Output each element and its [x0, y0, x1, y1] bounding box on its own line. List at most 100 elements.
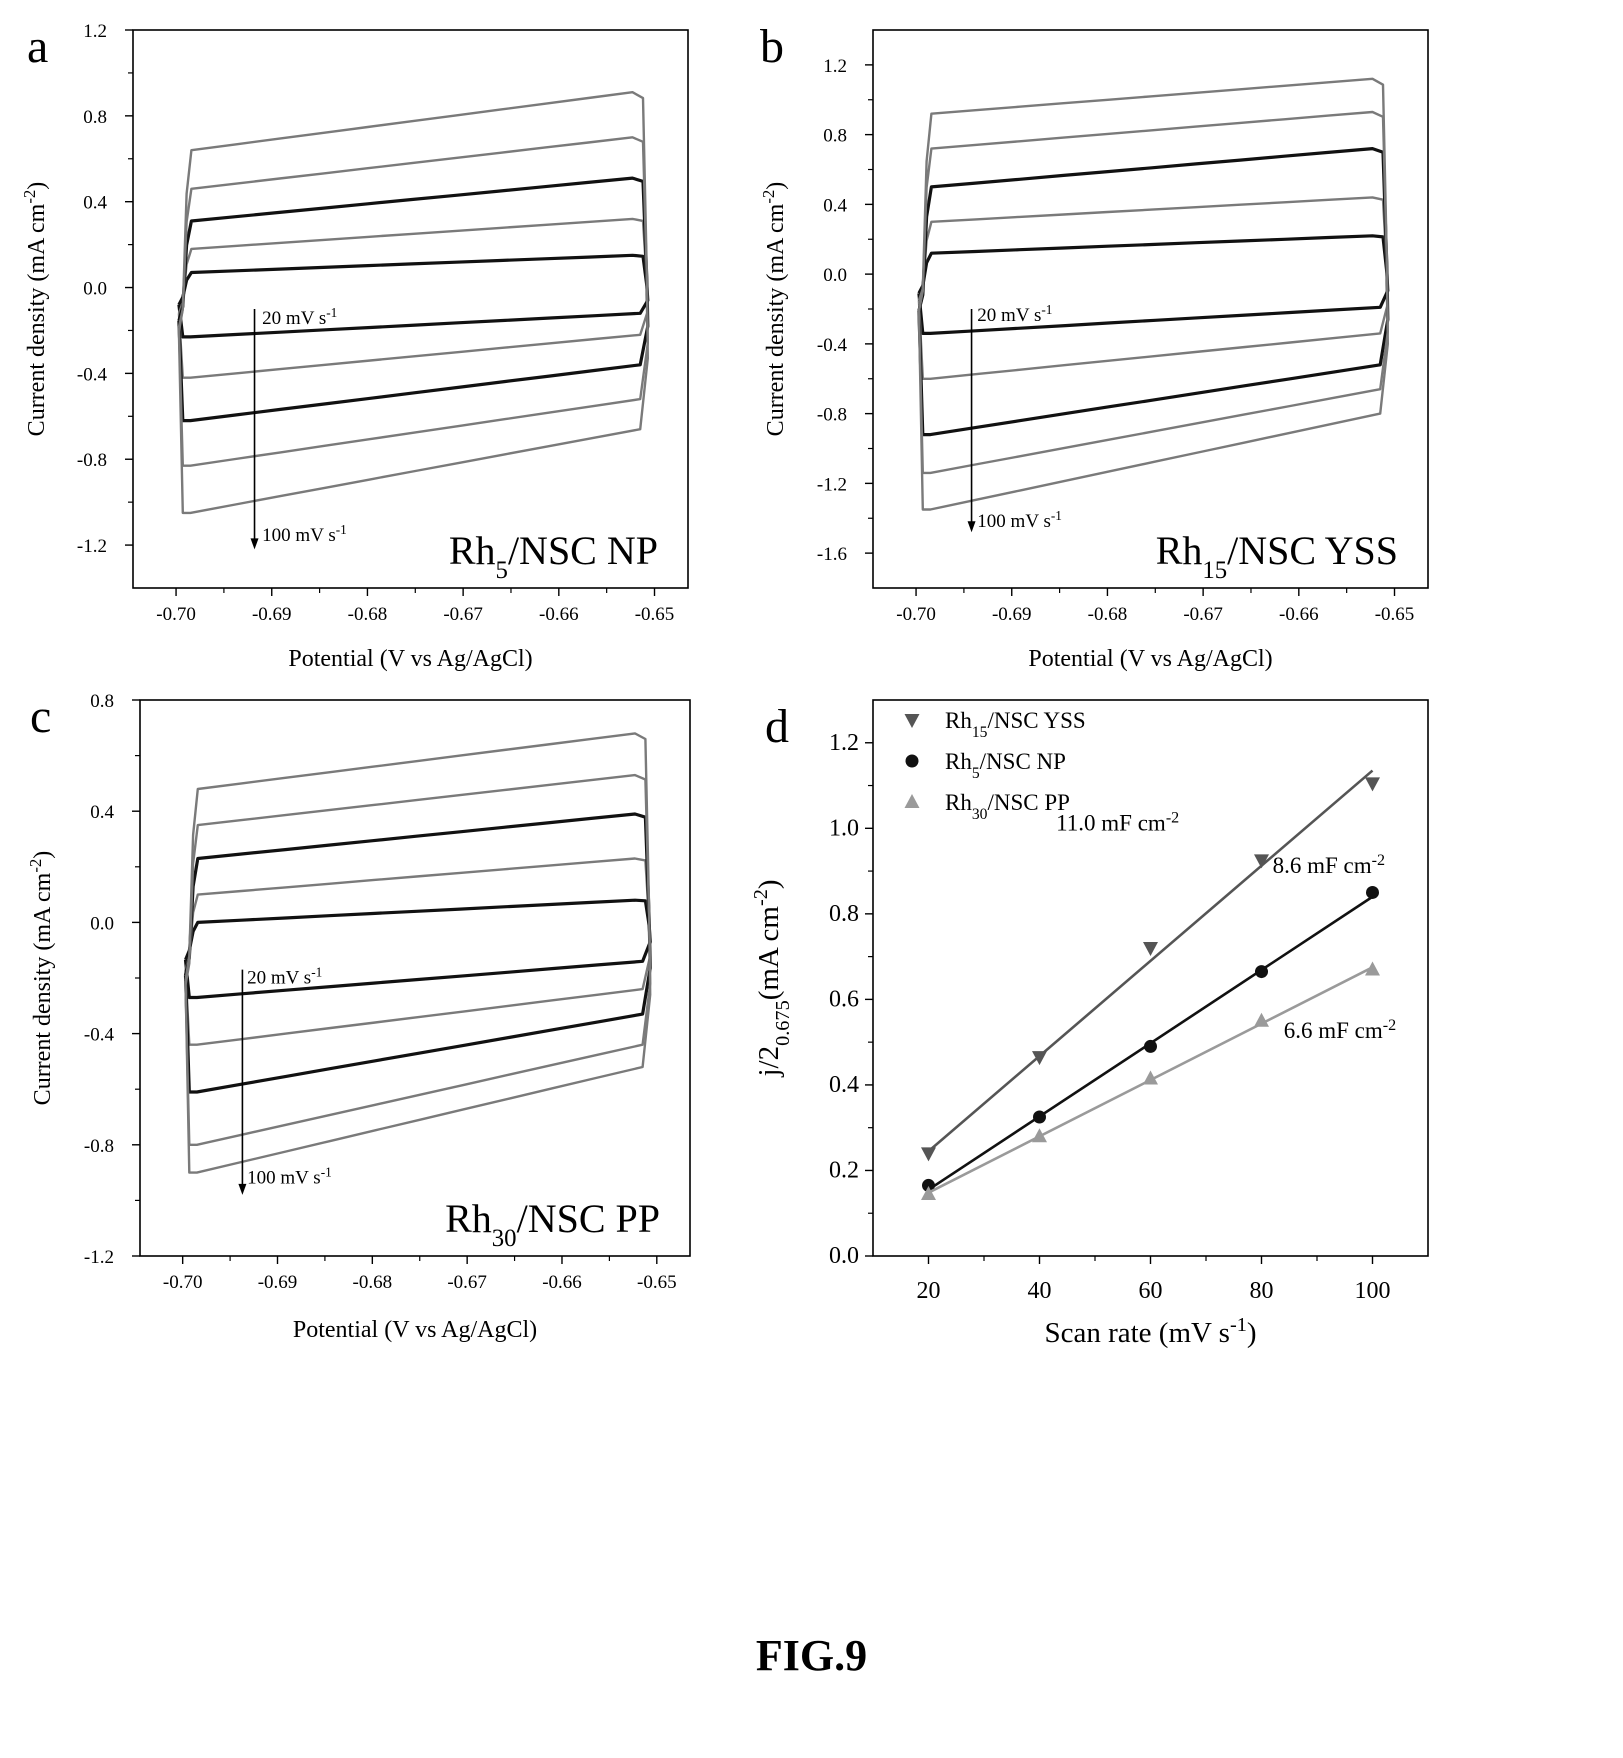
panel-letter-c: c — [30, 690, 51, 743]
data-point-triangle-up — [921, 1185, 936, 1200]
x-tick-label-c: -0.66 — [542, 1272, 582, 1293]
slope-label-1: 8.6 mF cm-2 — [1273, 852, 1385, 879]
x-axis-label-a: Potential (V vs Ag/AgCl) — [288, 646, 532, 672]
y-tick-label-d: 1.2 — [829, 730, 859, 756]
cv-loop-b-100mvs — [917, 77, 1389, 511]
panel-letter-d: d — [765, 700, 789, 753]
data-point-triangle-down — [1254, 854, 1269, 869]
x-tick-label-b: -0.68 — [1088, 604, 1128, 625]
y-tick-label-b: 0.8 — [823, 126, 847, 147]
y-tick-label-a: -1.2 — [77, 536, 107, 557]
y-tick-label-a: -0.8 — [77, 450, 107, 471]
rate-label-end-b: 100 mV s-1 — [977, 507, 1062, 532]
cv-loop-c-60mvs — [183, 812, 652, 1094]
y-tick-label-d: 0.8 — [829, 901, 859, 927]
data-point-triangle-down — [1032, 1051, 1047, 1066]
y-tick-label-a: 0.4 — [83, 193, 107, 214]
cv-loop-a-100mvs — [177, 91, 649, 515]
data-point-circle — [1366, 885, 1379, 899]
panel-a: -0.70 -0.69 -0.68 -0.67 -0.66 -0.65 -1.2 -0.8 -0… — [20, 20, 689, 672]
data-point-circle — [1255, 965, 1268, 979]
panel-c: -0.70 -0.69 -0.68 -0.67 -0.66 -0.65 -1.2 -0.8 -0… — [26, 690, 691, 1343]
y-tick-label-b: 1.2 — [823, 56, 847, 77]
x-tick-label-a: -0.68 — [348, 604, 388, 625]
y-tick-label-d: 0.6 — [829, 986, 859, 1012]
cv-loop-c-100mvs — [184, 732, 652, 1174]
y-tick-label-b: -1.6 — [817, 544, 847, 565]
x-axis-label-c: Potential (V vs Ag/AgCl) — [293, 1317, 537, 1343]
x-tick-label-a: -0.70 — [156, 604, 196, 625]
x-tick-label-d: 100 — [1355, 1278, 1391, 1304]
y-tick-label-a: 0.0 — [83, 279, 107, 300]
y-tick-label-c: -0.8 — [84, 1136, 114, 1157]
y-tick-label-b: 0.0 — [823, 265, 847, 286]
cv-loop-a-20mvs — [177, 253, 650, 339]
x-axis-label-d: Scan rate (mV s-1) — [1044, 1314, 1256, 1349]
figure-caption: FIG.9 — [755, 1631, 868, 1680]
legend-entry-2: Rh30/NSC PP — [945, 790, 1070, 823]
data-point-circle — [1144, 1039, 1157, 1053]
cv-loop-c-80mvs — [184, 773, 652, 1146]
y-tick-label-c: 0.4 — [90, 802, 114, 823]
panel-letter-b: b — [760, 20, 784, 73]
y-tick-label-b: 0.4 — [823, 195, 847, 216]
data-point-triangle-up — [1143, 1070, 1158, 1085]
plot-frame-a — [132, 29, 689, 589]
x-tick-label-b: -0.65 — [1375, 604, 1415, 625]
cv-loop-a-80mvs — [177, 136, 649, 467]
data-point-circle — [1033, 1110, 1046, 1124]
x-tick-label-a: -0.67 — [443, 604, 483, 625]
y-tick-label-c: -1.2 — [84, 1247, 114, 1268]
y-tick-label-a: 0.8 — [83, 107, 107, 128]
data-point-triangle-down — [1365, 777, 1380, 792]
y-axis-label-d: j/20.675(mA cm-2) — [750, 879, 794, 1077]
sample-label-b: Rh15/NSC YSS — [1156, 528, 1398, 584]
sample-label-c: Rh30/NSC PP — [445, 1196, 660, 1252]
x-tick-label-a: -0.69 — [252, 604, 292, 625]
data-point-triangle-down — [1143, 942, 1158, 957]
data-point-triangle-down — [921, 1147, 936, 1162]
data-point-triangle-up — [1365, 961, 1380, 976]
y-tick-label-d: 1.0 — [829, 815, 859, 841]
x-tick-label-b: -0.70 — [896, 604, 936, 625]
legend-marker-circle — [905, 754, 919, 768]
legend-marker-triangle-down — [904, 714, 920, 728]
data-point-triangle-up — [1032, 1128, 1047, 1143]
y-tick-label-a: -0.4 — [77, 364, 108, 385]
x-axis-label-b: Potential (V vs Ag/AgCl) — [1028, 646, 1272, 672]
arrow-head-b — [967, 521, 976, 533]
y-tick-label-b: -1.2 — [817, 474, 847, 495]
y-axis-label-a: Current density (mA cm-2) — [20, 182, 51, 437]
y-axis-label-b: Current density (mA cm-2) — [759, 182, 790, 437]
x-tick-label-b: -0.67 — [1183, 604, 1223, 625]
panel-b: -0.70 -0.69 -0.68 -0.67 -0.66 -0.65 -1.6 -1.2 -0… — [759, 20, 1429, 672]
x-tick-label-c: -0.70 — [163, 1272, 203, 1293]
x-tick-label-c: -0.69 — [258, 1272, 298, 1293]
y-axis-label-c: Current density (mA cm-2) — [26, 851, 57, 1106]
rate-label-start-c: 20 mV s-1 — [247, 964, 322, 989]
slope-label-2: 6.6 mF cm-2 — [1284, 1016, 1396, 1043]
y-tick-label-a: 1.2 — [83, 21, 107, 42]
sample-label-a: Rh5/NSC NP — [449, 528, 658, 584]
rate-label-end-a: 100 mV s-1 — [262, 521, 347, 546]
cv-loop-b-40mvs — [917, 196, 1389, 380]
cv-loop-c-20mvs — [183, 898, 652, 1000]
rate-label-start-a: 20 mV s-1 — [262, 305, 337, 330]
arrow-head-c — [238, 1183, 247, 1195]
y-tick-label-b: -0.4 — [817, 335, 848, 356]
cv-loop-a-60mvs — [177, 176, 650, 423]
legend-entry-1: Rh5/NSC NP — [945, 749, 1066, 782]
y-tick-label-c: 0.0 — [90, 913, 114, 934]
x-tick-label-c: -0.67 — [447, 1272, 487, 1293]
plot-frame-c — [139, 699, 691, 1257]
cv-loop-a-40mvs — [177, 217, 649, 379]
y-tick-label-c: 0.8 — [90, 691, 114, 712]
slope-label-0: 11.0 mF cm-2 — [1056, 809, 1179, 836]
x-tick-label-b: -0.66 — [1279, 604, 1319, 625]
data-point-triangle-up — [1254, 1012, 1269, 1027]
x-tick-label-c: -0.68 — [353, 1272, 393, 1293]
y-tick-label-b: -0.8 — [817, 405, 847, 426]
x-tick-label-d: 80 — [1250, 1278, 1274, 1304]
legend-marker-triangle-up — [904, 794, 920, 808]
